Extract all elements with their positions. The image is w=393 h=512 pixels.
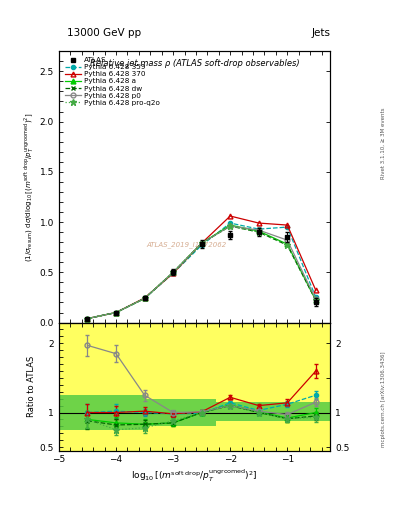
Pythia 6.428 a: [314, 297, 318, 304]
Pythia 6.428 370: [285, 222, 290, 228]
Pythia 6.428 359: [256, 226, 261, 232]
Text: Rivet 3.1.10, ≥ 3M events: Rivet 3.1.10, ≥ 3M events: [381, 108, 386, 179]
Line: Pythia 6.428 370: Pythia 6.428 370: [85, 214, 318, 321]
Pythia 6.428 dw: [85, 315, 90, 322]
Line: Pythia 6.428 dw: Pythia 6.428 dw: [85, 224, 318, 321]
Pythia 6.428 p0: [314, 296, 318, 303]
Pythia 6.428 a: [142, 295, 147, 302]
Pythia 6.428 pro-q2o: [85, 315, 90, 322]
Y-axis label: Ratio to ATLAS: Ratio to ATLAS: [27, 356, 35, 417]
Pythia 6.428 a: [285, 241, 290, 247]
Pythia 6.428 p0: [171, 269, 176, 275]
Pythia 6.428 pro-q2o: [114, 309, 118, 315]
Pythia 6.428 370: [228, 213, 233, 219]
Pythia 6.428 p0: [285, 237, 290, 243]
Pythia 6.428 dw: [228, 223, 233, 229]
Pythia 6.428 pro-q2o: [171, 269, 176, 275]
Pythia 6.428 pro-q2o: [314, 297, 318, 304]
Pythia 6.428 pro-q2o: [199, 240, 204, 246]
Pythia 6.428 pro-q2o: [256, 229, 261, 235]
Pythia 6.428 p0: [114, 309, 118, 315]
Pythia 6.428 pro-q2o: [285, 242, 290, 248]
Pythia 6.428 370: [171, 270, 176, 276]
Pythia 6.428 pro-q2o: [228, 223, 233, 229]
Pythia 6.428 359: [314, 294, 318, 301]
Legend: ATLAS, Pythia 6.428 359, Pythia 6.428 370, Pythia 6.428 a, Pythia 6.428 dw, Pyth: ATLAS, Pythia 6.428 359, Pythia 6.428 37…: [62, 55, 162, 108]
Pythia 6.428 p0: [85, 315, 90, 322]
Pythia 6.428 370: [142, 295, 147, 301]
Text: Jets: Jets: [311, 28, 330, 38]
Pythia 6.428 a: [199, 240, 204, 246]
Pythia 6.428 370: [314, 287, 318, 293]
Pythia 6.428 359: [171, 270, 176, 276]
Line: Pythia 6.428 359: Pythia 6.428 359: [85, 221, 318, 321]
Pythia 6.428 dw: [314, 297, 318, 304]
Text: ATLAS_2019_I1772062: ATLAS_2019_I1772062: [146, 242, 226, 248]
Pythia 6.428 a: [171, 269, 176, 275]
Pythia 6.428 370: [114, 309, 118, 315]
Pythia 6.428 p0: [199, 240, 204, 246]
Pythia 6.428 p0: [142, 295, 147, 302]
Pythia 6.428 359: [199, 242, 204, 248]
Text: mcplots.cern.ch [arXiv:1306.3436]: mcplots.cern.ch [arXiv:1306.3436]: [381, 352, 386, 447]
Line: Pythia 6.428 a: Pythia 6.428 a: [85, 223, 318, 321]
Pythia 6.428 370: [85, 315, 90, 322]
X-axis label: $\log_{10}[(m^\mathrm{soft\ drop}/p_T^\mathrm{ungroomed})^2]$: $\log_{10}[(m^\mathrm{soft\ drop}/p_T^\m…: [131, 467, 258, 483]
Pythia 6.428 dw: [114, 309, 118, 315]
Pythia 6.428 a: [256, 228, 261, 234]
Pythia 6.428 370: [256, 220, 261, 226]
Pythia 6.428 359: [142, 295, 147, 302]
Pythia 6.428 pro-q2o: [142, 295, 147, 302]
Pythia 6.428 359: [85, 315, 90, 322]
Pythia 6.428 p0: [228, 223, 233, 229]
Text: Relative jet mass ρ (ATLAS soft-drop observables): Relative jet mass ρ (ATLAS soft-drop obs…: [90, 59, 299, 68]
Pythia 6.428 359: [228, 220, 233, 226]
Pythia 6.428 a: [85, 315, 90, 322]
Line: Pythia 6.428 p0: Pythia 6.428 p0: [85, 224, 318, 321]
Pythia 6.428 a: [228, 222, 233, 228]
Pythia 6.428 dw: [285, 242, 290, 248]
Text: 13000 GeV pp: 13000 GeV pp: [67, 28, 141, 38]
Pythia 6.428 dw: [171, 269, 176, 275]
Pythia 6.428 359: [285, 224, 290, 230]
Pythia 6.428 370: [199, 240, 204, 246]
Pythia 6.428 dw: [199, 240, 204, 246]
Pythia 6.428 dw: [142, 295, 147, 302]
Y-axis label: $(1/\sigma_\mathrm{resum})\ \mathrm{d}\sigma/\mathrm{d}\log_{10}[(m^\mathrm{soft: $(1/\sigma_\mathrm{resum})\ \mathrm{d}\s…: [22, 112, 35, 262]
Line: Pythia 6.428 pro-q2o: Pythia 6.428 pro-q2o: [84, 223, 319, 322]
Pythia 6.428 a: [114, 309, 118, 315]
Pythia 6.428 dw: [256, 229, 261, 235]
Pythia 6.428 359: [114, 309, 118, 315]
Pythia 6.428 p0: [256, 227, 261, 233]
